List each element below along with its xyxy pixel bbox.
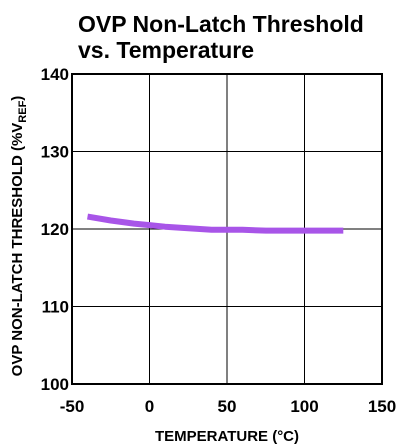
x-tick-label: 150 bbox=[368, 397, 396, 416]
x-tick-labels: -50 0 50 100 150 bbox=[60, 397, 396, 416]
x-tick-label: 100 bbox=[290, 397, 318, 416]
y-tick-labels: 100 110 120 130 140 bbox=[41, 65, 69, 394]
y-tick-label: 140 bbox=[41, 65, 69, 84]
x-tick-label: 50 bbox=[218, 397, 237, 416]
series-line bbox=[87, 213, 344, 234]
chart-title-line-2: vs. Temperature bbox=[78, 37, 254, 63]
x-tick-label: 0 bbox=[145, 397, 154, 416]
y-axis-label-suffix: ) bbox=[9, 96, 26, 101]
chart-title-line-1: OVP Non-Latch Threshold bbox=[78, 11, 364, 37]
y-tick-label: 110 bbox=[42, 298, 69, 317]
y-tick-label: 100 bbox=[41, 375, 69, 394]
y-axis-label: OVP NON-LATCH THRESHOLD (%VREF) bbox=[9, 96, 29, 377]
y-tick-label: 130 bbox=[41, 143, 69, 162]
y-tick-label: 120 bbox=[41, 220, 69, 239]
series-layer bbox=[87, 213, 344, 234]
x-tick-label: -50 bbox=[60, 397, 85, 416]
y-axis-label-subscript: REF bbox=[17, 100, 29, 122]
plot-area-frame bbox=[71, 73, 383, 385]
y-axis-label-prefix: OVP NON-LATCH THRESHOLD (%V bbox=[9, 123, 26, 377]
x-axis-label: TEMPERATURE (°C) bbox=[155, 428, 299, 445]
